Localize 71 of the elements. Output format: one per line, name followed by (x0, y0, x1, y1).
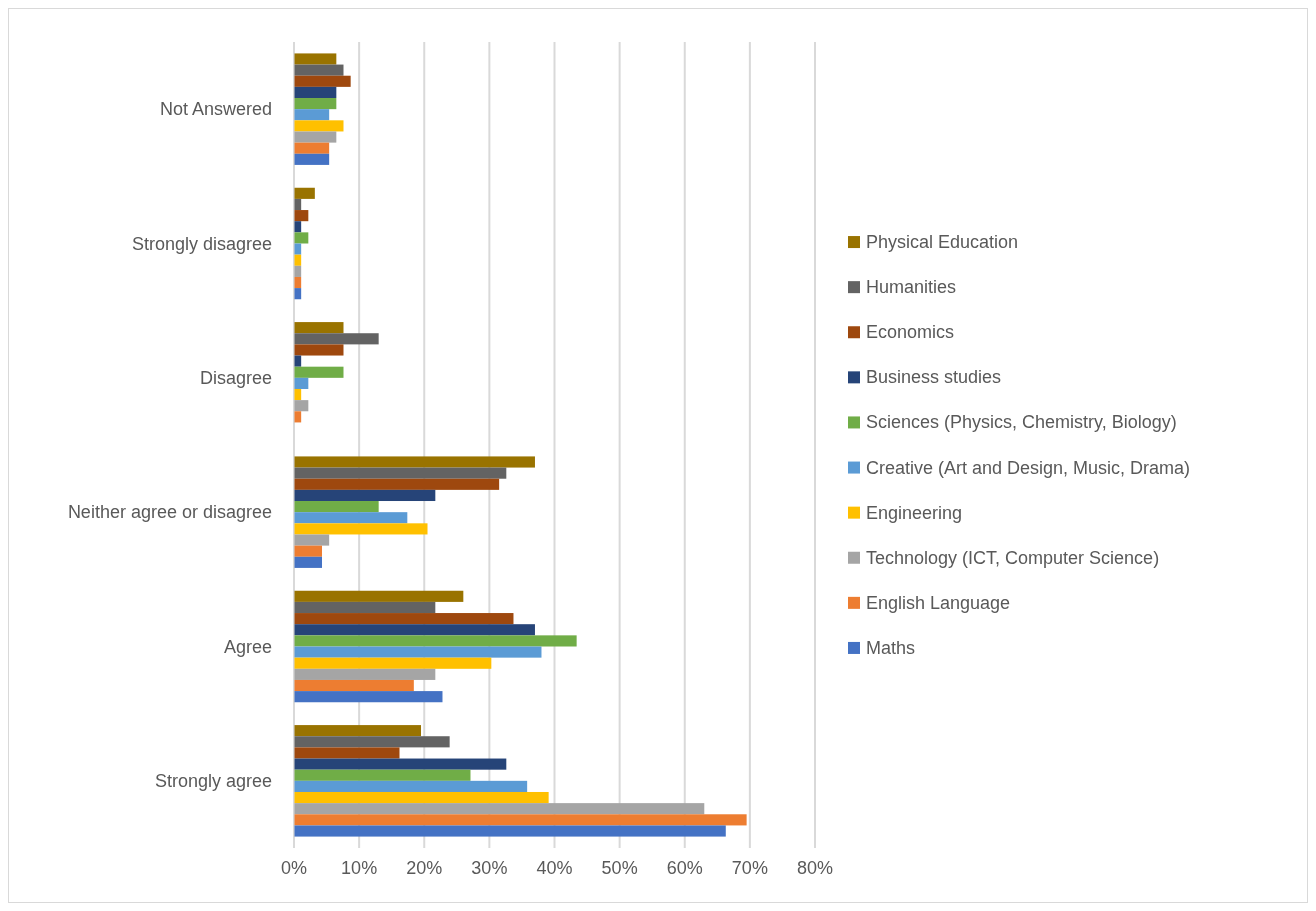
bar (294, 556, 322, 568)
bar (294, 646, 542, 658)
x-tick-label: 10% (341, 858, 378, 878)
bar (294, 86, 337, 99)
legend-label: Technology (ICT, Computer Science) (866, 547, 1160, 568)
bar (294, 120, 344, 132)
bar (294, 153, 330, 165)
bar (294, 736, 450, 748)
bar (294, 333, 379, 345)
bar (294, 523, 428, 535)
bar (294, 691, 443, 703)
x-tick-label: 80% (796, 858, 834, 878)
legend-label: Humanities (866, 277, 957, 298)
bar (294, 534, 330, 546)
bar (294, 679, 414, 692)
bar (294, 803, 705, 815)
y-tick-label: Disagree (199, 367, 272, 388)
bar (294, 322, 344, 334)
bar (294, 366, 344, 378)
bar (294, 232, 309, 244)
bar (294, 780, 528, 792)
x-tick-label: 0% (280, 858, 308, 878)
bar (294, 624, 535, 636)
bar (294, 590, 464, 602)
bar (294, 489, 436, 502)
bar (294, 142, 330, 154)
bar (294, 668, 436, 680)
bar (294, 478, 500, 490)
legend-label: Business studies (866, 367, 1002, 388)
x-tick-label: 60% (666, 858, 703, 878)
bar (294, 545, 322, 557)
bar (294, 98, 337, 110)
bar (294, 187, 315, 199)
bar (294, 635, 577, 647)
x-tick-label: 70% (731, 858, 768, 878)
bar (294, 791, 549, 804)
y-tick-label: Not Answered (159, 99, 272, 120)
x-tick-label: 20% (406, 858, 443, 878)
x-tick-label: 30% (471, 858, 508, 878)
legend-label: Engineering (866, 502, 963, 523)
legend-label: Economics (866, 322, 955, 343)
bar (294, 344, 344, 356)
legend-label: Maths (866, 637, 916, 658)
x-tick-label: 40% (536, 858, 573, 878)
legend-label: English Language (866, 592, 1011, 613)
y-tick-label: Strongly agree (154, 770, 272, 791)
bar (294, 53, 337, 65)
bar (294, 814, 747, 826)
bar (294, 769, 471, 781)
bar (294, 657, 492, 669)
bar (294, 512, 408, 524)
bar (294, 725, 421, 737)
bar (294, 64, 344, 76)
legend-label: Physical Education (866, 232, 1019, 253)
bar (294, 456, 535, 468)
bar (294, 75, 351, 87)
legend-label: Sciences (Physics, Chemistry, Biology) (866, 412, 1177, 433)
bar (294, 109, 330, 121)
bar (294, 601, 436, 614)
bar (294, 131, 337, 143)
bar (294, 613, 514, 625)
x-tick-label: 50% (601, 858, 638, 878)
bar (294, 467, 507, 479)
bar (294, 747, 400, 759)
bar (294, 501, 379, 513)
y-tick-label: Strongly disagree (131, 233, 272, 254)
legend-label: Creative (Art and Design, Music, Drama) (866, 457, 1191, 478)
y-tick-label: Neither agree or disagree (67, 502, 272, 523)
bar (294, 825, 726, 837)
bar (294, 758, 507, 770)
y-tick-label: Agree (223, 636, 272, 657)
